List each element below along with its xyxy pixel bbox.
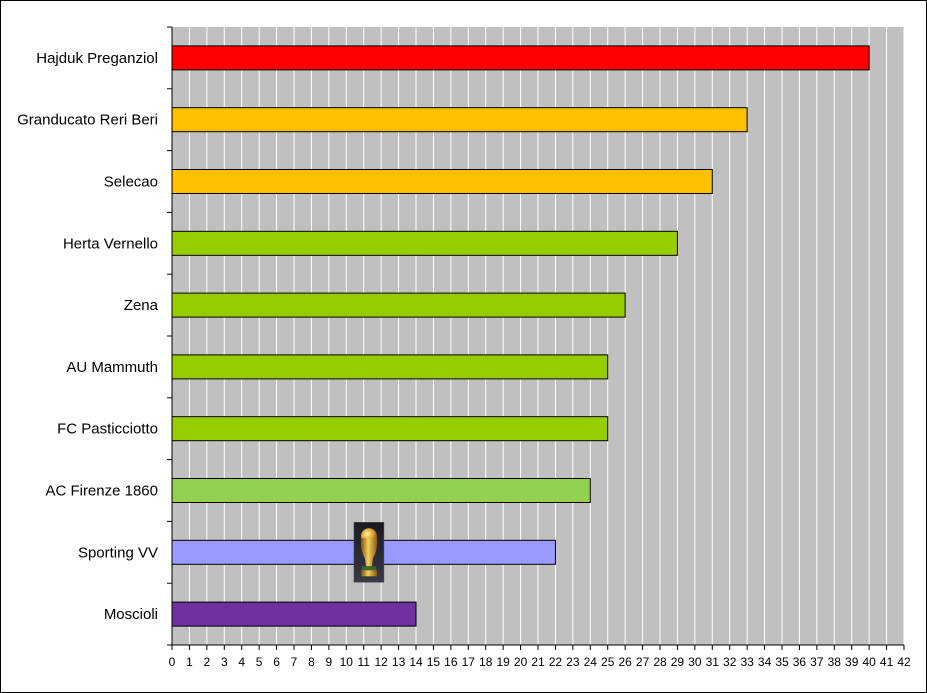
x-tick-label: 13	[392, 655, 406, 669]
x-tick-label: 31	[706, 655, 720, 669]
category-label: Zena	[124, 297, 159, 314]
x-tick-label: 19	[496, 655, 510, 669]
category-label: Sporting VV	[78, 544, 158, 561]
x-tick-label: 35	[775, 655, 789, 669]
x-tick-label: 7	[291, 655, 298, 669]
bar	[171, 416, 609, 442]
bar	[171, 230, 678, 256]
category-label: AC Firenze 1860	[45, 483, 158, 500]
x-tick-label: 37	[810, 655, 824, 669]
x-tick-label: 14	[409, 655, 423, 669]
category-label: Granducato Reri Beri	[17, 112, 158, 129]
x-tick-label: 11	[357, 655, 370, 669]
category-label: Hajduk Preganziol	[36, 50, 158, 67]
x-tick-label: 32	[723, 655, 737, 669]
x-tick-label: 22	[549, 655, 563, 669]
x-tick-label: 38	[828, 655, 842, 669]
x-tick-label: 30	[688, 655, 702, 669]
trophy-body	[360, 538, 378, 567]
x-tick-label: 2	[204, 655, 211, 669]
bar	[171, 45, 870, 71]
x-tick-label: 42	[897, 655, 911, 669]
x-tick-label: 16	[444, 655, 458, 669]
x-tick-label: 23	[566, 655, 580, 669]
x-tick-label: 8	[308, 655, 315, 669]
x-tick-label: 18	[479, 655, 493, 669]
trophy-icon	[353, 522, 385, 583]
category-label: FC Pasticciotto	[57, 421, 158, 438]
x-tick-label: 36	[793, 655, 807, 669]
bar	[171, 107, 748, 133]
x-tick-label: 1	[186, 655, 193, 669]
bar	[171, 601, 417, 627]
x-tick-label: 12	[374, 655, 388, 669]
bar	[171, 169, 713, 194]
bar	[171, 292, 626, 318]
x-tick-label: 34	[758, 655, 772, 669]
category-label: Herta Vernello	[63, 235, 158, 252]
annotation-layer	[353, 522, 385, 583]
x-tick-label: 6	[273, 655, 280, 669]
x-tick-label: 39	[845, 655, 859, 669]
x-tick-label: 20	[514, 655, 528, 669]
labels-layer: Hajduk Preganziol Granducato Reri Beri Sel…	[17, 50, 159, 623]
x-tick-label: 17	[462, 655, 476, 669]
bars-layer	[171, 45, 870, 627]
x-tick-label: 10	[340, 655, 354, 669]
x-tick-label: 4	[238, 655, 245, 669]
x-tick-label: 5	[256, 655, 263, 669]
ticks-layer: 0 1 2 3 4 5 6 7 8 9 10 11 12 13 14 15 16 17 18 19 20 21 22 23 24…	[169, 645, 911, 669]
x-tick-label: 26	[618, 655, 632, 669]
x-tick-label: 33	[740, 655, 754, 669]
x-tick-label: 41	[880, 655, 894, 669]
x-tick-label: 40	[862, 655, 876, 669]
x-tick-label: 15	[427, 655, 441, 669]
x-tick-label: 9	[326, 655, 333, 669]
x-tick-label: 27	[636, 655, 650, 669]
x-tick-label: 3	[221, 655, 228, 669]
x-tick-label: 29	[671, 655, 685, 669]
category-label: Moscioli	[104, 606, 158, 623]
trophy-base	[360, 570, 377, 577]
x-tick-label: 21	[531, 655, 545, 669]
category-label: AU Mammuth	[66, 359, 158, 376]
category-label: Selecao	[104, 174, 158, 191]
x-tick-label: 24	[584, 655, 598, 669]
bar	[171, 354, 609, 380]
x-tick-label: 28	[653, 655, 667, 669]
x-tick-label: 0	[169, 655, 176, 669]
x-tick-label: 25	[601, 655, 615, 669]
trophy-band	[361, 566, 376, 571]
bar	[171, 478, 591, 503]
